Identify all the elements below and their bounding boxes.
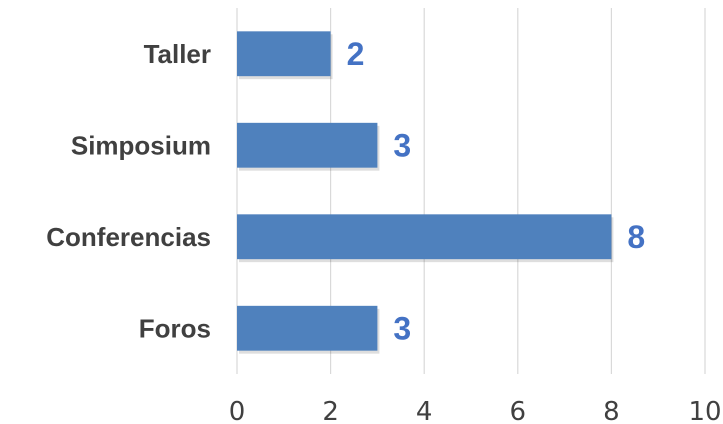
bar-conferencias bbox=[237, 214, 611, 259]
x-tick-label-6: 6 bbox=[510, 397, 527, 424]
category-labels: Taller Simposium Conferencias Foros bbox=[46, 39, 211, 344]
category-label-taller: Taller bbox=[144, 39, 211, 69]
category-label-foros: Foros bbox=[139, 313, 211, 343]
data-label-foros: 3 bbox=[393, 310, 411, 346]
x-tick-label-2: 2 bbox=[322, 397, 339, 424]
bar-foros bbox=[237, 306, 377, 351]
bar-taller bbox=[237, 31, 331, 76]
data-label-simposium: 3 bbox=[393, 127, 411, 163]
x-axis-tick-labels: 0 2 4 6 8 10 bbox=[229, 397, 722, 424]
x-tick-label-4: 4 bbox=[416, 397, 433, 424]
x-tick-label-8: 8 bbox=[603, 397, 620, 424]
x-tick-label-10: 10 bbox=[688, 397, 721, 424]
data-label-conferencias: 8 bbox=[627, 219, 645, 255]
data-label-taller: 2 bbox=[347, 36, 365, 72]
category-label-conferencias: Conferencias bbox=[46, 222, 211, 252]
data-labels: 2 3 8 3 bbox=[347, 36, 646, 347]
bars bbox=[237, 31, 613, 353]
bar-simposium bbox=[237, 123, 377, 168]
category-label-simposium: Simposium bbox=[71, 130, 211, 160]
x-tick-label-0: 0 bbox=[229, 397, 246, 424]
